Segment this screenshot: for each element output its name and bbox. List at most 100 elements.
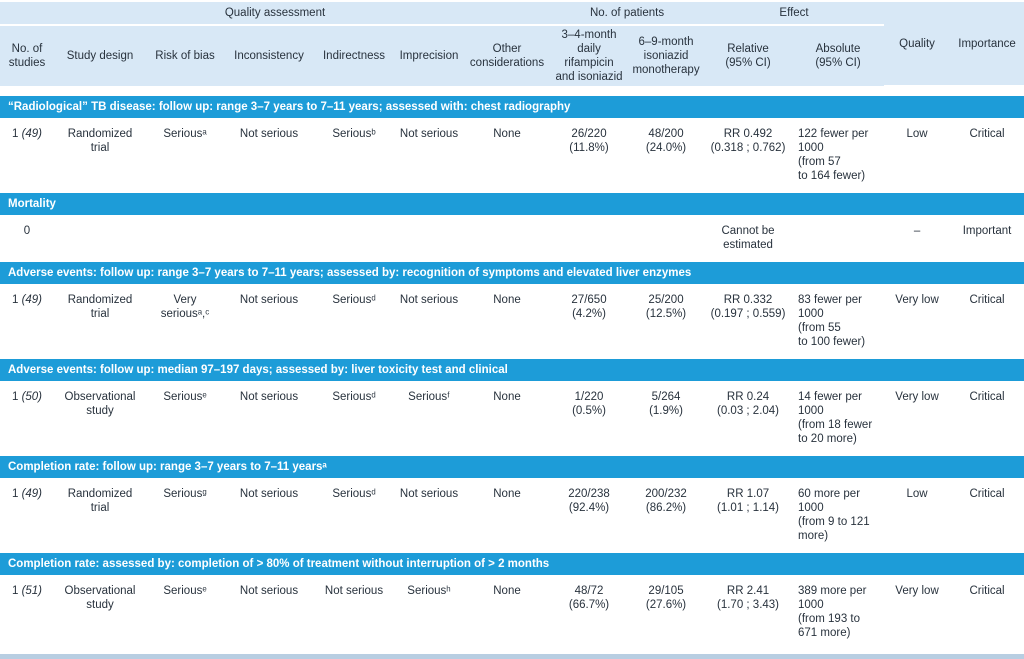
cell-imprecision: Seriousʰ [394, 575, 464, 651]
cell-inconsistency: Not serious [224, 381, 314, 457]
cell-quality: Very low [884, 575, 951, 651]
cell-absolute-ci: 389 more per 1000 (from 193 to 671 more) [792, 575, 885, 651]
section-band-mortality: Mortality [0, 193, 1024, 216]
studies-count: 1 [11, 294, 22, 307]
cell-importance: Critical [950, 478, 1024, 554]
cell-importance: Critical [950, 381, 1024, 457]
cell-risk-of-bias: Very seriousᵃ,ᶜ [146, 284, 224, 360]
section-title: Adverse events: follow up: median 97–197… [0, 359, 1024, 382]
studies-count: 0 [23, 225, 31, 238]
cell-isoniazid-monotherapy: 25/200 (12.5%) [628, 284, 705, 360]
studies-count: 1 [11, 128, 22, 141]
col-header-absolute-ci: Absolute (95% CI) [792, 25, 885, 87]
cell-other-considerations: None [464, 478, 551, 554]
section-title: Completion rate: assessed by: completion… [0, 553, 1024, 576]
cell-importance: Critical [950, 284, 1024, 360]
cell-other-considerations: None [464, 118, 551, 194]
cell-indirectness: Seriousᵈ [314, 284, 394, 360]
studies-count: 1 [11, 585, 22, 598]
cell-rifampicin-isoniazid [550, 215, 629, 263]
cell-relative-ci: Cannot be estimated [704, 215, 793, 263]
table-row: 1 (49) Randomized trial Very seriousᵃ,ᶜ … [0, 284, 1024, 360]
table-bottom-border [0, 653, 1024, 659]
cell-quality: Low [884, 478, 951, 554]
cell-imprecision [394, 215, 464, 263]
col-header-rifampicin-isoniazid: 3–4-month daily rifampicin and isoniazid [550, 25, 629, 87]
cell-rifampicin-isoniazid: 26/220 (11.8%) [550, 118, 629, 194]
cell-absolute-ci: 83 fewer per 1000 (from 55 to 100 fewer) [792, 284, 885, 360]
cell-imprecision: Not serious [394, 284, 464, 360]
col-header-other-considerations: Other considerations [464, 25, 551, 87]
cell-absolute-ci: 14 fewer per 1000 (from 18 fewer to 20 m… [792, 381, 885, 457]
cell-importance: Important [950, 215, 1024, 263]
cell-risk-of-bias: Seriousᵉ [146, 381, 224, 457]
cell-importance: Critical [950, 118, 1024, 194]
cell-inconsistency: Not serious [224, 478, 314, 554]
section-band-radiological-tb: “Radiological” TB disease: follow up: ra… [0, 96, 1024, 119]
cell-inconsistency [224, 215, 314, 263]
cell-other-considerations: None [464, 381, 551, 457]
column-header-row: No. of studies Study design Risk of bias… [0, 25, 1024, 87]
group-header-effect: Effect [704, 2, 885, 26]
group-header-no-of-patients: No. of patients [550, 2, 705, 26]
cell-isoniazid-monotherapy: 5/264 (1.9%) [628, 381, 705, 457]
cell-no-of-studies: 1 (49) [0, 284, 54, 360]
cell-risk-of-bias [146, 215, 224, 263]
cell-rifampicin-isoniazid: 1/220 (0.5%) [550, 381, 629, 457]
cell-no-of-studies: 1 (50) [0, 381, 54, 457]
cell-other-considerations: None [464, 284, 551, 360]
cell-isoniazid-monotherapy: 200/232 (86.2%) [628, 478, 705, 554]
cell-rifampicin-isoniazid: 48/72 (66.7%) [550, 575, 629, 651]
table-header: Quality assessment No. of patients Effec… [0, 2, 1024, 97]
col-header-isoniazid-monotherapy: 6–9-month isoniazid monotherapy [628, 25, 705, 87]
cell-relative-ci: RR 2.41 (1.70 ; 3.43) [704, 575, 793, 651]
cell-study-design: Randomized trial [54, 284, 146, 360]
cell-no-of-studies: 0 [0, 215, 54, 263]
table-row: 1 (49) Randomized trial Seriousᵍ Not ser… [0, 478, 1024, 554]
cell-study-design [54, 215, 146, 263]
cell-imprecision: Seriousᶠ [394, 381, 464, 457]
header-gap-row [0, 86, 1024, 97]
cell-inconsistency: Not serious [224, 118, 314, 194]
cell-risk-of-bias: Seriousᵍ [146, 478, 224, 554]
cell-quality: – [884, 215, 951, 263]
studies-ref: (49) [21, 294, 43, 307]
cell-quality: Very low [884, 284, 951, 360]
section-title: Mortality [0, 193, 1024, 216]
cell-relative-ci: RR 0.332 (0.197 ; 0.559) [704, 284, 793, 360]
cell-imprecision: Not serious [394, 118, 464, 194]
table-body: “Radiological” TB disease: follow up: ra… [0, 96, 1024, 651]
col-header-study-design: Study design [54, 25, 146, 87]
col-header-inconsistency: Inconsistency [224, 25, 314, 87]
col-header-quality: Quality [884, 2, 951, 88]
cell-no-of-studies: 1 (49) [0, 118, 54, 194]
studies-ref: (51) [21, 585, 43, 598]
cell-isoniazid-monotherapy [628, 215, 705, 263]
col-header-indirectness: Indirectness [314, 25, 394, 87]
cell-relative-ci: RR 0.24 (0.03 ; 2.04) [704, 381, 793, 457]
cell-absolute-ci: 60 more per 1000 (from 9 to 121 more) [792, 478, 885, 554]
table-row: 1 (50) Observational study Seriousᵉ Not … [0, 381, 1024, 457]
cell-relative-ci: RR 1.07 (1.01 ; 1.14) [704, 478, 793, 554]
group-header-row: Quality assessment No. of patients Effec… [0, 2, 1024, 88]
cell-indirectness: Seriousᵈ [314, 478, 394, 554]
studies-ref: (49) [21, 488, 43, 501]
cell-no-of-studies: 1 (51) [0, 575, 54, 651]
cell-relative-ci: RR 0.492 (0.318 ; 0.762) [704, 118, 793, 194]
cell-other-considerations: None [464, 575, 551, 651]
section-band-adverse-events-symptoms: Adverse events: follow up: range 3–7 yea… [0, 262, 1024, 285]
cell-indirectness: Seriousᵇ [314, 118, 394, 194]
col-header-risk-of-bias: Risk of bias [146, 25, 224, 87]
col-header-no-of-studies: No. of studies [0, 25, 54, 87]
cell-risk-of-bias: Seriousᵃ [146, 118, 224, 194]
section-band-completion-rate-80pct: Completion rate: assessed by: completion… [0, 553, 1024, 576]
cell-rifampicin-isoniazid: 220/238 (92.4%) [550, 478, 629, 554]
section-title: Adverse events: follow up: range 3–7 yea… [0, 262, 1024, 285]
cell-absolute-ci [792, 215, 885, 263]
section-title: “Radiological” TB disease: follow up: ra… [0, 96, 1024, 119]
col-header-relative-ci: Relative (95% CI) [704, 25, 793, 87]
cell-imprecision: Not serious [394, 478, 464, 554]
cell-study-design: Observational study [54, 575, 146, 651]
cell-study-design: Observational study [54, 381, 146, 457]
